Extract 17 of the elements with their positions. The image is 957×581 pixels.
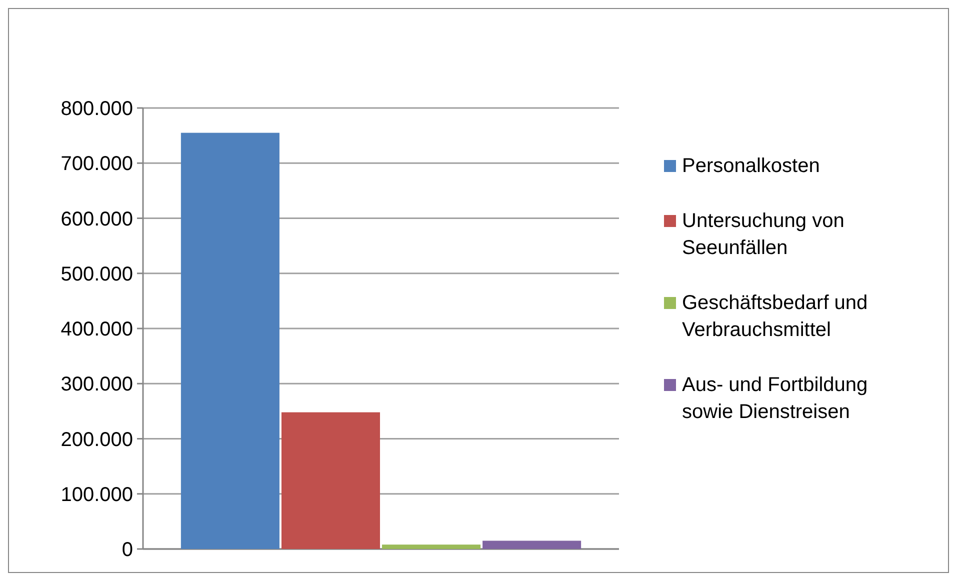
y-tick-label: 400.000 <box>60 318 133 340</box>
y-tick-label: 100.000 <box>60 484 133 506</box>
y-tick-label: 700.000 <box>60 153 133 176</box>
legend-label: Untersuchung von Seeunfällen <box>682 210 844 259</box>
y-tick-label: 600.000 <box>60 208 133 230</box>
y-tick-label: 800.000 <box>60 98 133 120</box>
y-tick-label: 0 <box>122 539 133 561</box>
legend-label: Aus- und Fortbildung sowie Dienstreisen <box>682 374 868 423</box>
bar <box>180 132 280 549</box>
bar <box>482 540 582 549</box>
y-tick-label: 500.000 <box>60 263 133 286</box>
y-tick-label: 200.000 <box>60 428 133 451</box>
bar <box>281 412 380 549</box>
bar <box>382 544 481 549</box>
y-tick-label: 300.000 <box>60 374 133 396</box>
legend-label: Geschäftsbedarf und Verbrauchsmittel <box>682 292 868 341</box>
legend-label: Personalkosten <box>682 155 820 177</box>
